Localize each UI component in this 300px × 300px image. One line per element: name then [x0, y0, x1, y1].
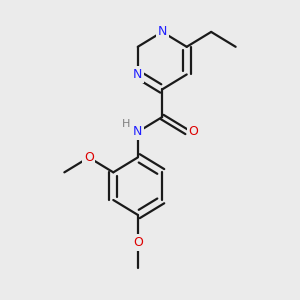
Text: H: H: [122, 119, 130, 130]
Text: N: N: [133, 125, 142, 138]
Text: N: N: [158, 26, 167, 38]
Text: O: O: [188, 125, 198, 138]
Text: O: O: [84, 151, 94, 164]
Text: O: O: [133, 236, 143, 249]
Text: N: N: [133, 68, 142, 81]
